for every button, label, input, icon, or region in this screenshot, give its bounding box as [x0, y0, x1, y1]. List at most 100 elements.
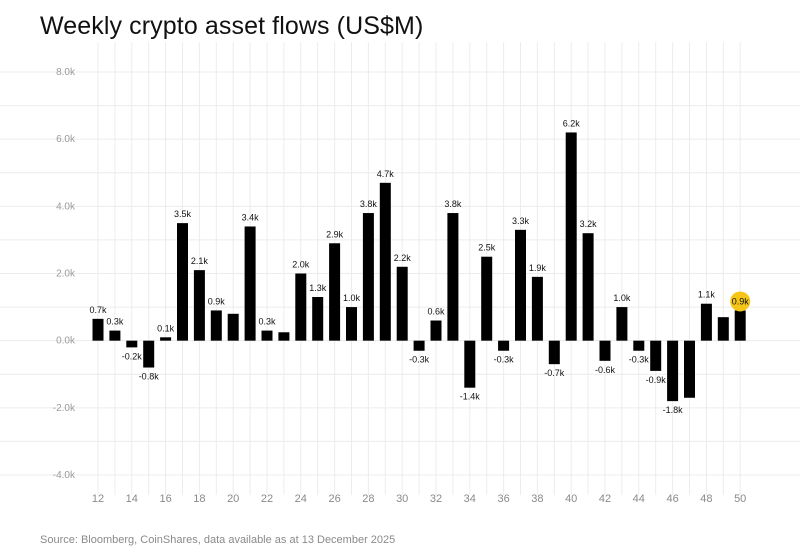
- y-tick-label: -2.0k: [53, 403, 76, 414]
- data-label: 0.3k: [258, 317, 276, 327]
- bar: [413, 340, 425, 351]
- data-label: 2.9k: [326, 229, 344, 239]
- bar: [650, 340, 662, 371]
- bar: [633, 340, 645, 351]
- x-tick-label: 24: [295, 493, 307, 505]
- bar: [295, 273, 307, 341]
- data-label: 2.5k: [478, 243, 496, 253]
- data-label: 3.3k: [512, 216, 530, 226]
- bar: [734, 310, 746, 341]
- data-label: 1.3k: [309, 283, 327, 293]
- data-label: 3.5k: [174, 209, 192, 219]
- data-label: 3.2k: [580, 219, 598, 229]
- bar: [396, 266, 408, 341]
- data-label: 3.8k: [444, 199, 462, 209]
- bar: [193, 270, 205, 341]
- data-label: 3.4k: [242, 212, 260, 222]
- bar: [143, 340, 155, 368]
- data-label: -0.3k: [494, 355, 515, 365]
- data-label: 3.8k: [360, 199, 378, 209]
- x-tick-label: 22: [261, 493, 273, 505]
- bar: [464, 340, 476, 388]
- bar: [227, 313, 239, 341]
- x-tick-label: 20: [227, 493, 239, 505]
- data-label: 0.3k: [106, 317, 124, 327]
- chart-title: Weekly crypto asset flows (US$M): [40, 12, 424, 40]
- x-tick-label: 12: [92, 493, 104, 505]
- bar: [92, 318, 104, 341]
- bar: [481, 256, 493, 341]
- data-label: 1.9k: [529, 263, 547, 273]
- data-label: 0.9k: [208, 296, 226, 306]
- bar: [379, 182, 391, 341]
- bar: [329, 243, 341, 341]
- highlight-marker: [730, 291, 751, 312]
- x-tick-label: 50: [734, 493, 746, 505]
- grid-layer: [0, 42, 800, 495]
- bar: [312, 297, 324, 341]
- data-label: -0.3k: [629, 355, 650, 365]
- data-label: -1.8k: [663, 405, 684, 415]
- bar: [565, 132, 577, 341]
- x-tick-label: 28: [362, 493, 374, 505]
- bar: [430, 320, 442, 341]
- bar: [684, 340, 695, 398]
- x-tick-label: 14: [126, 493, 138, 505]
- data-label: -0.3k: [409, 355, 430, 365]
- x-tick-label: 26: [328, 493, 340, 505]
- data-label: 6.2k: [563, 118, 581, 128]
- y-tick-label: 2.0k: [56, 269, 76, 280]
- bar-layer: [92, 132, 746, 402]
- x-tick-label: 46: [666, 493, 678, 505]
- bar: [498, 340, 510, 351]
- bar: [515, 229, 526, 341]
- bar: [582, 233, 594, 341]
- x-tick-label: 36: [497, 493, 509, 505]
- y-tick-label: 6.0k: [56, 134, 76, 145]
- x-tick-label: 38: [531, 493, 543, 505]
- data-label: 4.7k: [377, 169, 395, 179]
- x-tick-label: 40: [565, 493, 577, 505]
- data-label: 1.0k: [613, 293, 631, 303]
- y-tick-label: -4.0k: [53, 470, 76, 481]
- x-tick-label: 32: [430, 493, 442, 505]
- bar: [177, 223, 188, 341]
- data-label: 0.6k: [427, 307, 445, 317]
- bar: [126, 340, 138, 348]
- data-label: -1.4k: [460, 392, 481, 402]
- data-label: -0.8k: [139, 372, 160, 382]
- bar: [346, 307, 357, 341]
- axis-layer: -4.0k -2.0k 0.0k 2.0k 4.0k 6.0k 8.0k 12 14 16 18 20…: [53, 67, 747, 505]
- bar: [700, 303, 712, 341]
- x-tick-label: 48: [700, 493, 712, 505]
- data-label: -0.6k: [595, 365, 616, 375]
- data-label: 2.0k: [292, 260, 310, 270]
- data-label: 1.1k: [698, 290, 716, 300]
- data-label: -0.7k: [544, 368, 565, 378]
- bar: [548, 340, 560, 365]
- x-tick-label: 30: [396, 493, 408, 505]
- x-tick-label: 18: [193, 493, 205, 505]
- data-label: 0.9k: [732, 296, 750, 306]
- data-label: 2.2k: [394, 253, 412, 263]
- data-label: -0.9k: [646, 375, 667, 385]
- y-tick-label: 0.0k: [56, 336, 76, 347]
- bar: [109, 330, 121, 341]
- label-layer: 0.7k 0.3k -0.2k -0.8k 0.1k 3.5k 2.1k 0.9k 3.4k 0.…: [89, 118, 751, 415]
- data-label: 0.1k: [157, 323, 175, 333]
- bar: [599, 340, 611, 361]
- data-label: -0.2k: [122, 351, 143, 361]
- data-label: 2.1k: [191, 256, 209, 266]
- bar: [278, 332, 290, 341]
- bar: [210, 310, 222, 341]
- data-label: 0.7k: [89, 305, 107, 315]
- bar: [717, 317, 729, 341]
- data-label: 1.0k: [343, 293, 361, 303]
- bar: [160, 337, 172, 341]
- source-note: Source: Bloomberg, CoinShares, data avai…: [40, 534, 396, 546]
- bar: [244, 226, 256, 341]
- bar: [447, 213, 459, 341]
- x-tick-label: 44: [633, 493, 645, 505]
- y-tick-label: 8.0k: [56, 67, 76, 78]
